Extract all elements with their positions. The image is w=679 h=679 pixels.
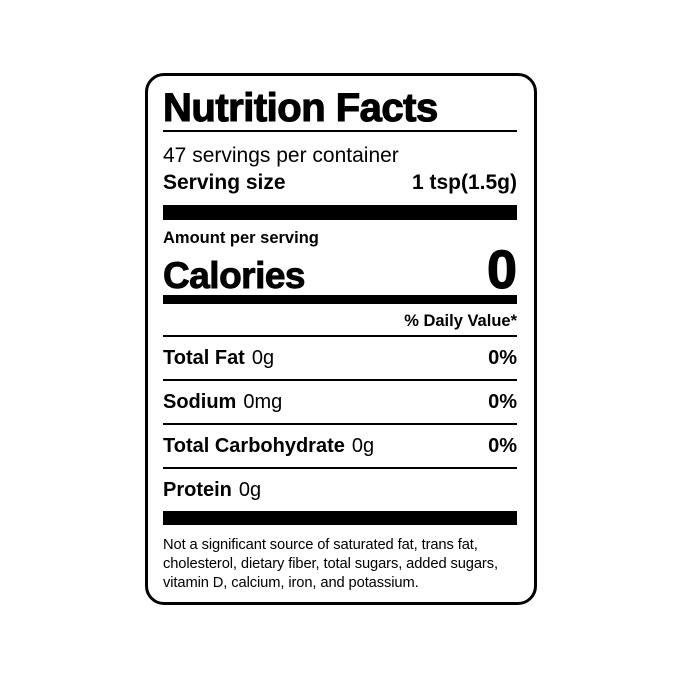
nutrition-facts-label: Nutrition Facts 47 servings per containe…	[145, 73, 537, 605]
daily-value-header: % Daily Value*	[163, 304, 517, 337]
nutrient-name-amount: Sodium 0mg	[163, 390, 282, 414]
nutrient-amount: 0g	[251, 347, 275, 369]
serving-size-label: Serving size	[163, 171, 286, 194]
nutrient-name-amount: Total Carbohydrate 0g	[163, 434, 374, 458]
label-title: Nutrition Facts	[162, 86, 438, 130]
nutrient-amount: 0g	[351, 435, 375, 457]
nutrient-amount: 0mg	[243, 391, 283, 413]
nutrient-row-total-fat: Total Fat 0g 0%	[163, 337, 517, 381]
calories-value: 0	[486, 240, 517, 300]
separator-bar-thick-top	[163, 205, 517, 220]
calories-label: Calories	[163, 255, 306, 297]
separator-bar-medium	[163, 295, 517, 304]
nutrient-row-protein: Protein 0g	[163, 469, 517, 511]
serving-size-value: 1 tsp(1.5g)	[411, 171, 517, 194]
footnote-text: Not a significant source of saturated fa…	[163, 537, 498, 591]
nutrient-row-total-carbohydrate: Total Carbohydrate 0g 0%	[163, 425, 517, 469]
amount-per-serving-label: Amount per serving	[163, 229, 319, 247]
title-divider	[163, 130, 517, 132]
nutrient-daily-value: 0%	[488, 391, 517, 413]
nutrient-amount: 0g	[238, 479, 262, 501]
nutrient-daily-value: 0%	[488, 347, 517, 369]
nutrient-name: Protein	[163, 479, 232, 501]
separator-bar-thick-bottom	[163, 511, 517, 525]
servings-per-container: 47 servings per container	[163, 144, 399, 167]
serving-size-row: Serving size 1 tsp(1.5g)	[163, 172, 517, 194]
nutrient-name: Total Fat	[163, 347, 245, 369]
nutrient-name-amount: Total Fat 0g	[163, 346, 274, 370]
calories-row: Calories 0	[163, 240, 518, 300]
nutrient-name: Sodium	[163, 391, 237, 413]
nutrient-name: Total Carbohydrate	[163, 435, 345, 457]
nutrient-daily-value: 0%	[488, 435, 517, 457]
nutrient-row-sodium: Sodium 0mg 0%	[163, 381, 517, 425]
nutrient-name-amount: Protein 0g	[163, 478, 261, 502]
